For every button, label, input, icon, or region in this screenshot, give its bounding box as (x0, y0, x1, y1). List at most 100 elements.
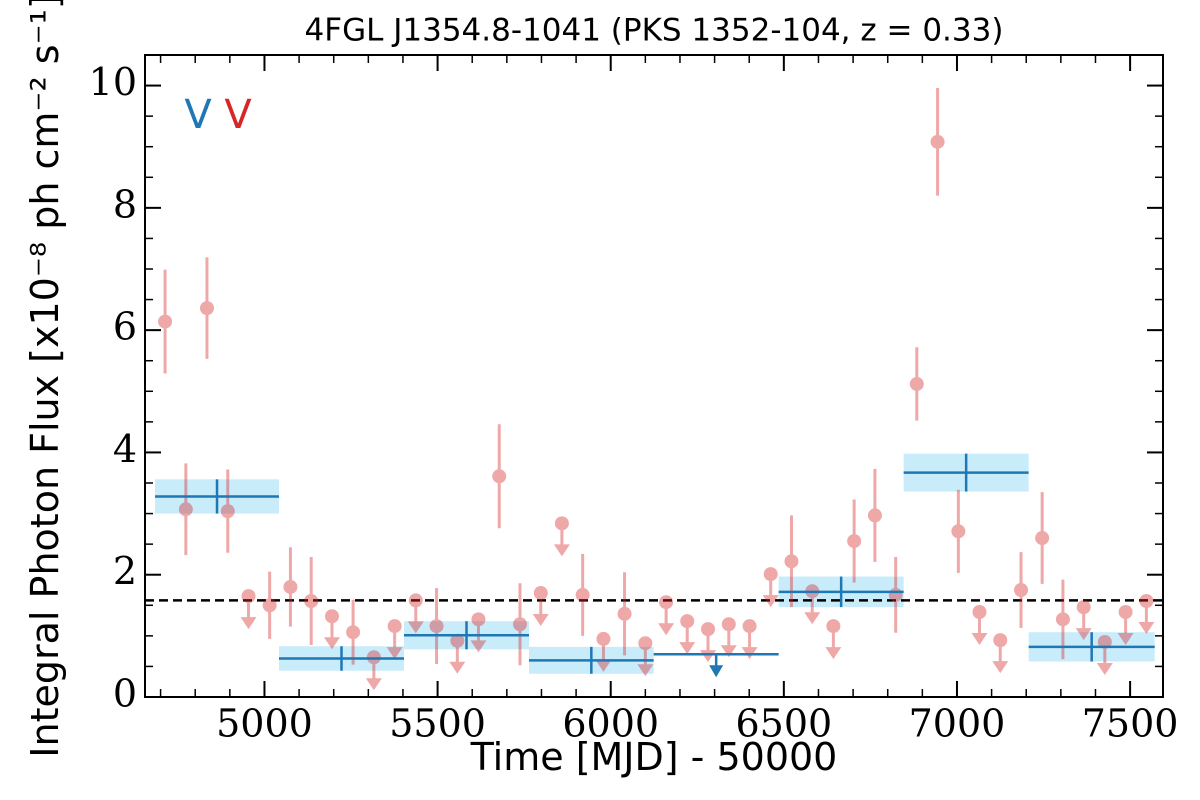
x-axis-label: Time [MJD] - 50000 (470, 735, 838, 779)
data-point (701, 622, 716, 637)
flux-point (658, 595, 675, 636)
upper-limit-arrow (470, 640, 487, 653)
flux-point (407, 593, 424, 634)
flux-point (386, 619, 403, 660)
upper-limit-arrow (595, 659, 612, 672)
data-point (554, 516, 569, 531)
data-point (596, 631, 611, 646)
upper-limit-arrow (386, 647, 403, 660)
flux-point (679, 614, 696, 655)
upper-limit-arrow (553, 544, 570, 557)
flux-point (1117, 605, 1134, 646)
flux-point (199, 257, 214, 359)
data-point (826, 619, 841, 634)
data-point (324, 609, 339, 624)
data-point (387, 619, 402, 634)
flux-point (741, 619, 758, 660)
flux-point (553, 516, 570, 557)
data-point (471, 612, 486, 627)
upper-limit-arrow (1117, 633, 1134, 646)
flux-point (470, 612, 487, 653)
data-point (867, 508, 882, 523)
flux-point (304, 556, 319, 646)
upper-limit-arrow (720, 645, 737, 658)
data-point (993, 633, 1008, 648)
upper-limit-arrow (449, 661, 466, 674)
data-point (930, 134, 945, 149)
data-point (1118, 605, 1133, 620)
flux-point (909, 347, 924, 421)
annotation: V (224, 92, 252, 138)
flux-point (429, 588, 444, 664)
data-point (1097, 634, 1112, 649)
upper-limit-arrow (971, 633, 988, 646)
data-point (659, 595, 674, 610)
annotation: V (184, 92, 212, 138)
data-point (304, 594, 319, 609)
upper-limit-arrow (658, 623, 675, 636)
flux-point (1014, 552, 1029, 628)
y-tick-label: 4 (113, 427, 137, 471)
upper-limit-arrow (407, 621, 424, 634)
flux-point (512, 583, 527, 666)
data-point (1014, 583, 1029, 597)
flux-point (220, 469, 235, 553)
data-point (220, 504, 235, 519)
flux-point (240, 589, 257, 630)
data-point (1139, 594, 1154, 609)
upper-limit-arrow (1096, 662, 1113, 675)
x-tick-label: 7500 (1082, 702, 1179, 746)
data-point (951, 524, 966, 539)
data-point (888, 587, 903, 602)
flux-point (951, 489, 966, 573)
flux-point (617, 572, 632, 656)
data-point (178, 502, 193, 517)
data-point (1076, 600, 1091, 615)
flux-point (1075, 600, 1092, 641)
flux-point (532, 586, 549, 627)
data-point (429, 619, 444, 634)
flux-point (888, 556, 903, 633)
data-point (241, 589, 256, 604)
upper-limit-arrow (637, 664, 654, 677)
upper-limit-arrow (762, 595, 779, 608)
plot-frame (144, 54, 1164, 698)
upper-limit-arrow (825, 647, 842, 660)
upper-limit-arrow (992, 661, 1009, 674)
flux-point (262, 571, 277, 639)
flux-point (449, 633, 466, 674)
y-tick-label: 8 (113, 182, 137, 226)
x-tick-label: 6000 (562, 702, 659, 746)
flux-point (492, 424, 507, 529)
data-point (638, 636, 653, 651)
flux-point (720, 617, 737, 658)
data-point (450, 633, 465, 648)
flux-point (847, 499, 862, 583)
data-point (680, 614, 695, 629)
chart-title: 4FGL J1354.8-1041 (PKS 1352-104, z = 0.3… (305, 13, 1004, 49)
x-tick-label: 6500 (735, 702, 832, 746)
flux-point (595, 631, 612, 672)
data-point (533, 586, 548, 601)
flux-point (346, 599, 361, 665)
y-axis-label: Integral Photon Flux [x10⁻⁸ ph cm⁻² s⁻¹] (23, 0, 67, 758)
flux-point (178, 463, 193, 556)
flux-point (283, 547, 298, 627)
data-point (283, 579, 298, 594)
flux-point (992, 633, 1009, 674)
bin-upper-limit-arrow (709, 665, 724, 678)
upper-limit-arrow (1075, 628, 1092, 641)
data-point (847, 534, 862, 549)
flux-point (158, 269, 173, 374)
x-tick-label: 5500 (389, 702, 486, 746)
upper-limit-arrow (1138, 622, 1155, 635)
flux-point (762, 567, 779, 608)
upper-limit-arrow (679, 642, 696, 655)
data-point (199, 301, 214, 316)
upper-limit-arrow (240, 617, 257, 630)
flux-point (930, 88, 945, 196)
data-point (512, 617, 527, 632)
data-point (909, 376, 924, 391)
data-point (1035, 531, 1050, 546)
